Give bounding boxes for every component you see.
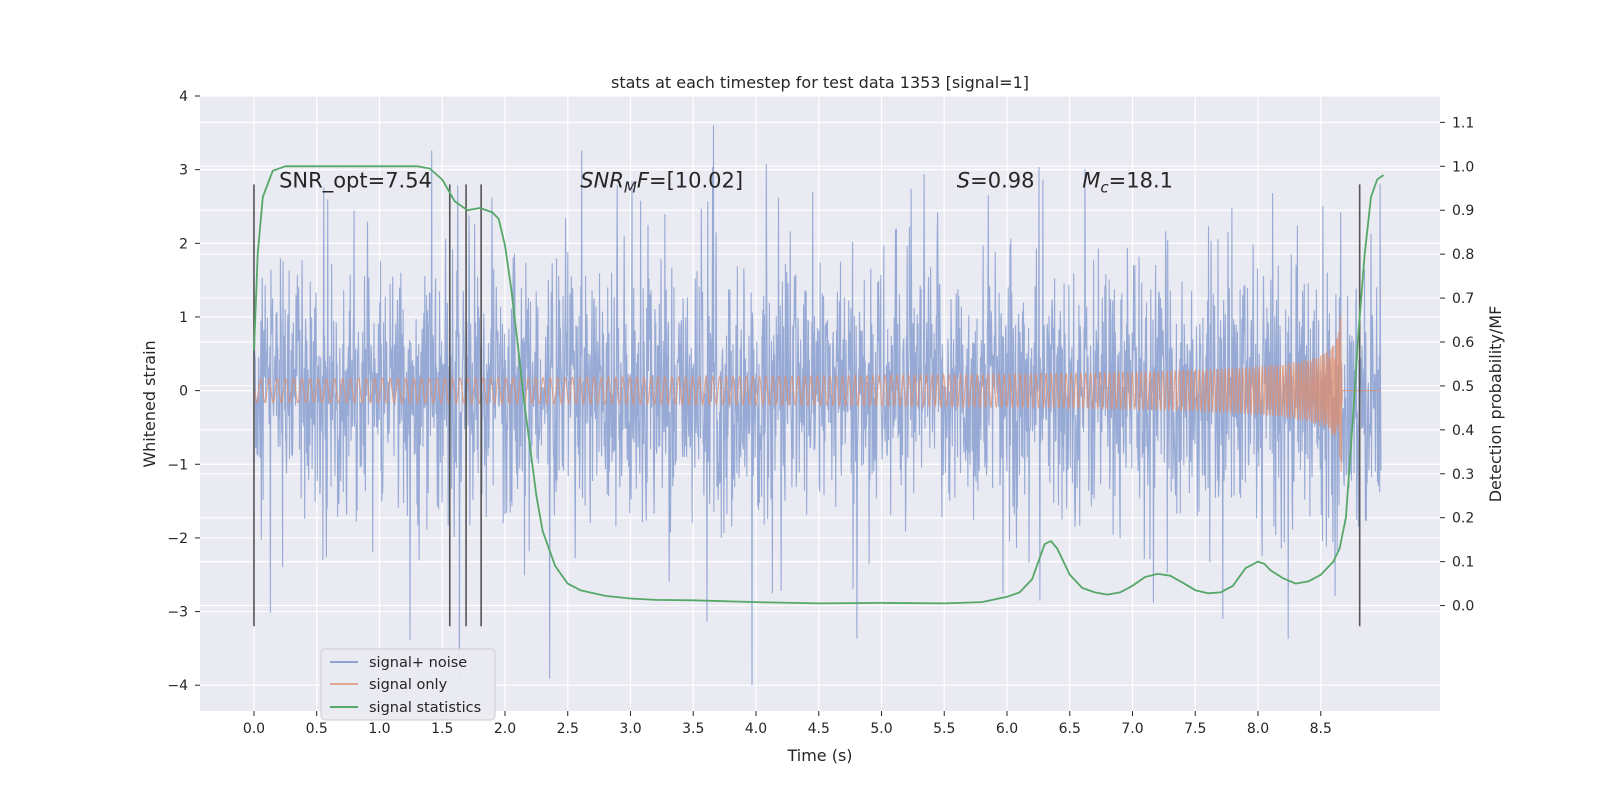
statistics-trace bbox=[253, 165, 1385, 605]
y2-axis-ticks: 1.1 1.0 0.9 0.8 0.7 0.6 0.5 0.4 0.3 0.2 0.1 0.0 bbox=[1440, 115, 1474, 615]
y-tick-label: −1 bbox=[167, 457, 188, 473]
y2-tick-label: 1.1 bbox=[1452, 115, 1474, 131]
x-tick-label: 7.5 bbox=[1184, 721, 1206, 737]
y-tick-label: −3 bbox=[167, 605, 188, 621]
y2-tick-label: 0.9 bbox=[1452, 203, 1474, 219]
x-tick-label: 1.5 bbox=[431, 721, 453, 737]
x-tick-label: 4.0 bbox=[745, 721, 767, 737]
annot-s: S=0.98 bbox=[957, 169, 1035, 193]
y-tick-label: 2 bbox=[179, 236, 188, 252]
series-signal-statistics bbox=[253, 165, 1385, 605]
x-tick-label: 3.5 bbox=[682, 721, 704, 737]
x-axis-label: Time (s) bbox=[786, 746, 852, 765]
y-axis-label: Whitened strain bbox=[140, 340, 159, 467]
x-tick-label: 3.0 bbox=[619, 721, 641, 737]
x-tick-label: 6.0 bbox=[996, 721, 1018, 737]
y-tick-label: 4 bbox=[179, 89, 188, 105]
legend-label-signal-only: signal only bbox=[369, 677, 448, 693]
x-tick-label: 5.5 bbox=[933, 721, 955, 737]
x-tick-label: 0.5 bbox=[306, 721, 328, 737]
y2-tick-label: 0.2 bbox=[1452, 511, 1474, 527]
x-tick-label: 2.5 bbox=[557, 721, 579, 737]
y-tick-label: 0 bbox=[179, 384, 188, 400]
vertical-markers bbox=[253, 184, 1361, 627]
y-tick-label: −4 bbox=[167, 678, 188, 694]
y2-tick-label: 0.1 bbox=[1452, 555, 1474, 571]
y2-tick-label: 0.4 bbox=[1452, 423, 1474, 439]
y2-axis-label: Detection probability/MF bbox=[1486, 306, 1505, 503]
y-tick-label: −2 bbox=[167, 531, 188, 547]
x-tick-label: 4.5 bbox=[808, 721, 830, 737]
annot-snr-mf: SNRMF=[10.02] bbox=[580, 169, 743, 197]
x-axis-ticks: 0.0 0.5 1.0 1.5 2.0 2.5 3.0 3.5 4.0 4.5 5.0 5.5 6.0 6… bbox=[243, 711, 1332, 737]
x-tick-label: 8.5 bbox=[1310, 721, 1332, 737]
legend-label-signal-statistics: signal statistics bbox=[369, 700, 481, 716]
annot-mc: Mc=18.1 bbox=[1082, 169, 1173, 197]
y-tick-label: 3 bbox=[179, 163, 188, 179]
x-tick-label: 6.5 bbox=[1059, 721, 1081, 737]
y2-tick-label: 0.7 bbox=[1452, 291, 1474, 307]
annotations: SNR_opt=7.54 SNRMF=[10.02] S=0.98 Mc=18.1 bbox=[279, 169, 1173, 197]
chart-title: stats at each timestep for test data 135… bbox=[611, 73, 1029, 92]
x-tick-label: 2.0 bbox=[494, 721, 516, 737]
y2-tick-label: 0.8 bbox=[1452, 247, 1474, 263]
y-tick-label: 1 bbox=[179, 310, 188, 326]
x-tick-label: 1.0 bbox=[368, 721, 390, 737]
x-tick-label: 8.0 bbox=[1247, 721, 1269, 737]
y2-tick-label: 1.0 bbox=[1452, 159, 1474, 175]
y2-tick-label: 0.0 bbox=[1452, 599, 1474, 615]
y2-tick-label: 0.5 bbox=[1452, 379, 1474, 395]
x-tick-label: 7.0 bbox=[1121, 721, 1143, 737]
signal-trace bbox=[253, 314, 1381, 472]
x-tick-label: 0.0 bbox=[243, 721, 265, 737]
y-axis-ticks: 4 3 2 1 0 −1 −2 −3 −4 bbox=[167, 89, 200, 694]
y2-tick-label: 0.6 bbox=[1452, 335, 1474, 351]
x-tick-label: 5.0 bbox=[870, 721, 892, 737]
legend-label-signal-noise: signal+ noise bbox=[369, 655, 467, 671]
series-signal-only bbox=[253, 314, 1381, 472]
legend: signal+ noise signal only signal statist… bbox=[320, 648, 496, 721]
y2-tick-label: 0.3 bbox=[1452, 467, 1474, 483]
legend-box bbox=[320, 648, 496, 721]
annot-snr-opt: SNR_opt=7.54 bbox=[279, 169, 432, 194]
